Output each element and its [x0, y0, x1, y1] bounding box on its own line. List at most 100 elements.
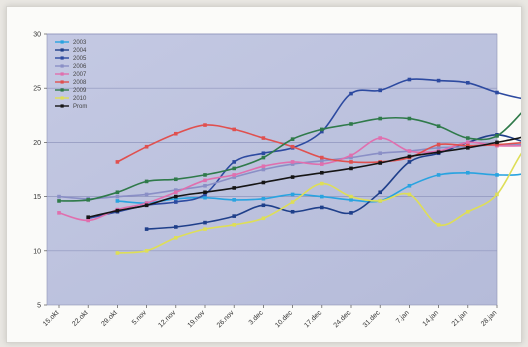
- data-point-2010: [203, 227, 207, 231]
- data-point-prom: [495, 140, 499, 145]
- data-point-2009: [144, 179, 149, 184]
- data-point-2007: [261, 164, 266, 169]
- data-point-2007: [466, 140, 470, 145]
- data-point-2006: [115, 194, 120, 199]
- data-point-2008: [495, 142, 499, 147]
- data-point-2009: [466, 136, 470, 140]
- x-tick-label: 3.dec: [248, 309, 265, 326]
- data-point-2008: [144, 144, 149, 149]
- data-point-2003: [203, 195, 207, 200]
- x-tick-label: 28.jan: [480, 309, 499, 328]
- series-line-2010: [117, 152, 521, 254]
- x-tick-label: 17.dec: [303, 309, 323, 329]
- data-point-2009: [261, 155, 266, 160]
- x-tick-label: 19.nov: [187, 309, 207, 329]
- data-point-2005: [261, 151, 266, 156]
- legend-label-2007: 2007: [73, 72, 87, 78]
- data-point-2010: [232, 222, 236, 227]
- legend-label-prom: Prom: [73, 104, 87, 110]
- data-point-2010: [174, 235, 178, 240]
- data-point-2003: [495, 173, 499, 177]
- data-point-2005: [320, 129, 324, 134]
- data-point-2007: [290, 160, 295, 164]
- data-point-2010: [495, 192, 499, 197]
- data-point-2003: [115, 199, 120, 203]
- chart-frame: 5 10 15 20 25 30 15.okt 22.okt 29.okt 5.nov 12.no…: [6, 6, 522, 343]
- y-tick-label: 30: [33, 32, 41, 39]
- data-point-2010: [466, 209, 470, 214]
- legend-label-2009: 2009: [73, 88, 87, 94]
- x-tick-label: 15.okt: [42, 309, 60, 327]
- data-point-prom: [378, 161, 382, 165]
- data-point-2009: [115, 190, 120, 195]
- data-point-2003: [320, 194, 324, 199]
- x-tick-label: 29.okt: [100, 309, 118, 327]
- data-point-2010: [436, 222, 441, 227]
- x-tick-label: 14.jan: [422, 309, 441, 328]
- data-point-2004: [144, 227, 149, 231]
- data-point-prom: [86, 215, 90, 219]
- data-point-2010: [115, 251, 120, 255]
- plot-area: [46, 33, 498, 306]
- data-point-prom: [407, 154, 412, 159]
- legend-marker-prom: [60, 104, 64, 108]
- data-point-2008: [349, 160, 353, 164]
- legend-label-2006: 2006: [73, 64, 87, 70]
- data-point-2006: [378, 151, 382, 156]
- data-point-2008: [115, 160, 120, 164]
- data-point-prom: [115, 208, 120, 213]
- line-chart: 5 10 15 20 25 30 15.okt 22.okt 29.okt 5.nov 12.no…: [33, 32, 521, 329]
- data-point-2007: [378, 136, 382, 140]
- x-tick-label: 26.nov: [216, 309, 236, 329]
- data-point-2006: [436, 146, 441, 150]
- data-point-2003: [349, 198, 353, 202]
- y-tick-label: 25: [33, 86, 41, 93]
- data-point-2004: [290, 209, 295, 214]
- data-point-2009: [232, 166, 236, 171]
- data-point-prom: [290, 175, 295, 179]
- legend-marker-2009: [60, 88, 64, 92]
- data-point-2005: [203, 192, 207, 197]
- series-line-2003: [117, 171, 521, 204]
- x-tick-label: 12.nov: [157, 309, 177, 329]
- data-point-2010: [378, 199, 382, 203]
- data-point-2005: [232, 160, 236, 164]
- data-point-2005: [174, 200, 178, 204]
- data-point-2009: [436, 124, 441, 128]
- data-point-2007: [203, 178, 207, 183]
- data-point-2004: [261, 203, 266, 208]
- data-point-2005: [495, 90, 499, 95]
- y-tick-label: 10: [33, 248, 41, 255]
- data-point-2006: [174, 188, 178, 192]
- data-point-prom: [174, 194, 178, 199]
- data-point-2003: [174, 196, 178, 201]
- x-tick-label: 21.jan: [451, 309, 470, 328]
- data-point-2003: [261, 196, 266, 201]
- data-point-2008: [261, 136, 266, 140]
- data-point-2010: [261, 216, 266, 221]
- data-point-2007: [407, 149, 412, 153]
- legend-label-2010: 2010: [73, 96, 87, 102]
- data-point-2004: [203, 220, 207, 225]
- legend-label-2005: 2005: [73, 56, 87, 62]
- data-point-2006: [261, 167, 266, 172]
- data-point-2007: [174, 190, 178, 195]
- data-point-2005: [378, 88, 382, 93]
- data-point-2007: [86, 218, 90, 223]
- data-point-2008: [203, 123, 207, 127]
- data-point-2010: [407, 192, 412, 197]
- data-point-prom: [320, 170, 324, 175]
- data-point-prom: [466, 146, 470, 150]
- legend-marker-2006: [60, 64, 64, 68]
- data-point-2010: [290, 200, 295, 204]
- data-point-2003: [232, 198, 236, 202]
- data-point-2009: [495, 134, 499, 138]
- data-point-2006: [320, 159, 324, 163]
- data-point-2009: [320, 127, 324, 132]
- data-point-2004: [320, 205, 324, 210]
- data-point-prom: [436, 150, 441, 154]
- y-tick-label: 5: [37, 303, 41, 310]
- data-point-2006: [203, 183, 207, 188]
- legend-label-2008: 2008: [73, 80, 87, 86]
- data-point-2008: [436, 142, 441, 147]
